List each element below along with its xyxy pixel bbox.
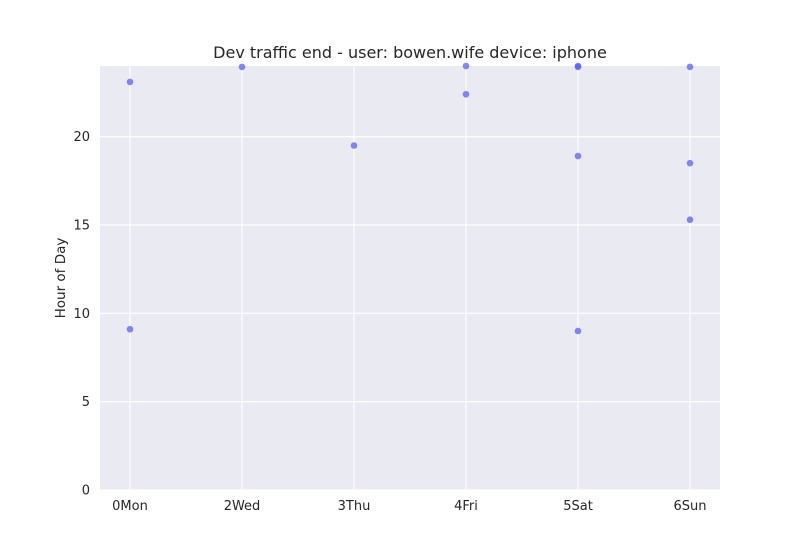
data-point bbox=[686, 216, 694, 223]
data-point bbox=[462, 62, 470, 70]
data-point bbox=[686, 63, 694, 71]
x-gridlines bbox=[129, 66, 691, 490]
plot-background bbox=[100, 66, 720, 490]
data-point bbox=[238, 63, 246, 71]
y-gridlines bbox=[100, 136, 720, 491]
x-tick-label: 2Wed bbox=[224, 499, 261, 514]
data-point bbox=[574, 327, 582, 335]
y-axis-label: Hour of Day bbox=[53, 238, 69, 319]
x-tick-label: 0Mon bbox=[112, 499, 148, 514]
y-tick-label: 20 bbox=[73, 130, 90, 145]
data-points bbox=[126, 62, 694, 335]
y-tick-label: 10 bbox=[73, 307, 90, 322]
data-point bbox=[574, 152, 582, 160]
x-tick-labels: 0Mon 2Wed 3Thu 4Fri 5Sat 6Sun bbox=[112, 499, 706, 514]
x-tick-label: 3Thu bbox=[338, 499, 371, 514]
x-tick-label: 5Sat bbox=[563, 499, 593, 514]
data-point bbox=[350, 142, 358, 149]
data-point bbox=[126, 325, 134, 333]
y-tick-label: 15 bbox=[73, 219, 90, 234]
x-tick-label: 4Fri bbox=[454, 499, 478, 514]
y-tick-label: 5 bbox=[82, 395, 90, 410]
y-tick-label: 0 bbox=[82, 484, 90, 499]
data-point bbox=[574, 63, 582, 71]
data-point bbox=[462, 90, 470, 98]
chart-title: Dev traffic end - user: bowen.wife devic… bbox=[213, 43, 607, 62]
data-point bbox=[686, 159, 694, 167]
x-tick-label: 6Sun bbox=[673, 499, 706, 514]
data-point bbox=[126, 78, 134, 86]
y-tick-labels: 0 5 10 15 20 bbox=[73, 130, 90, 498]
